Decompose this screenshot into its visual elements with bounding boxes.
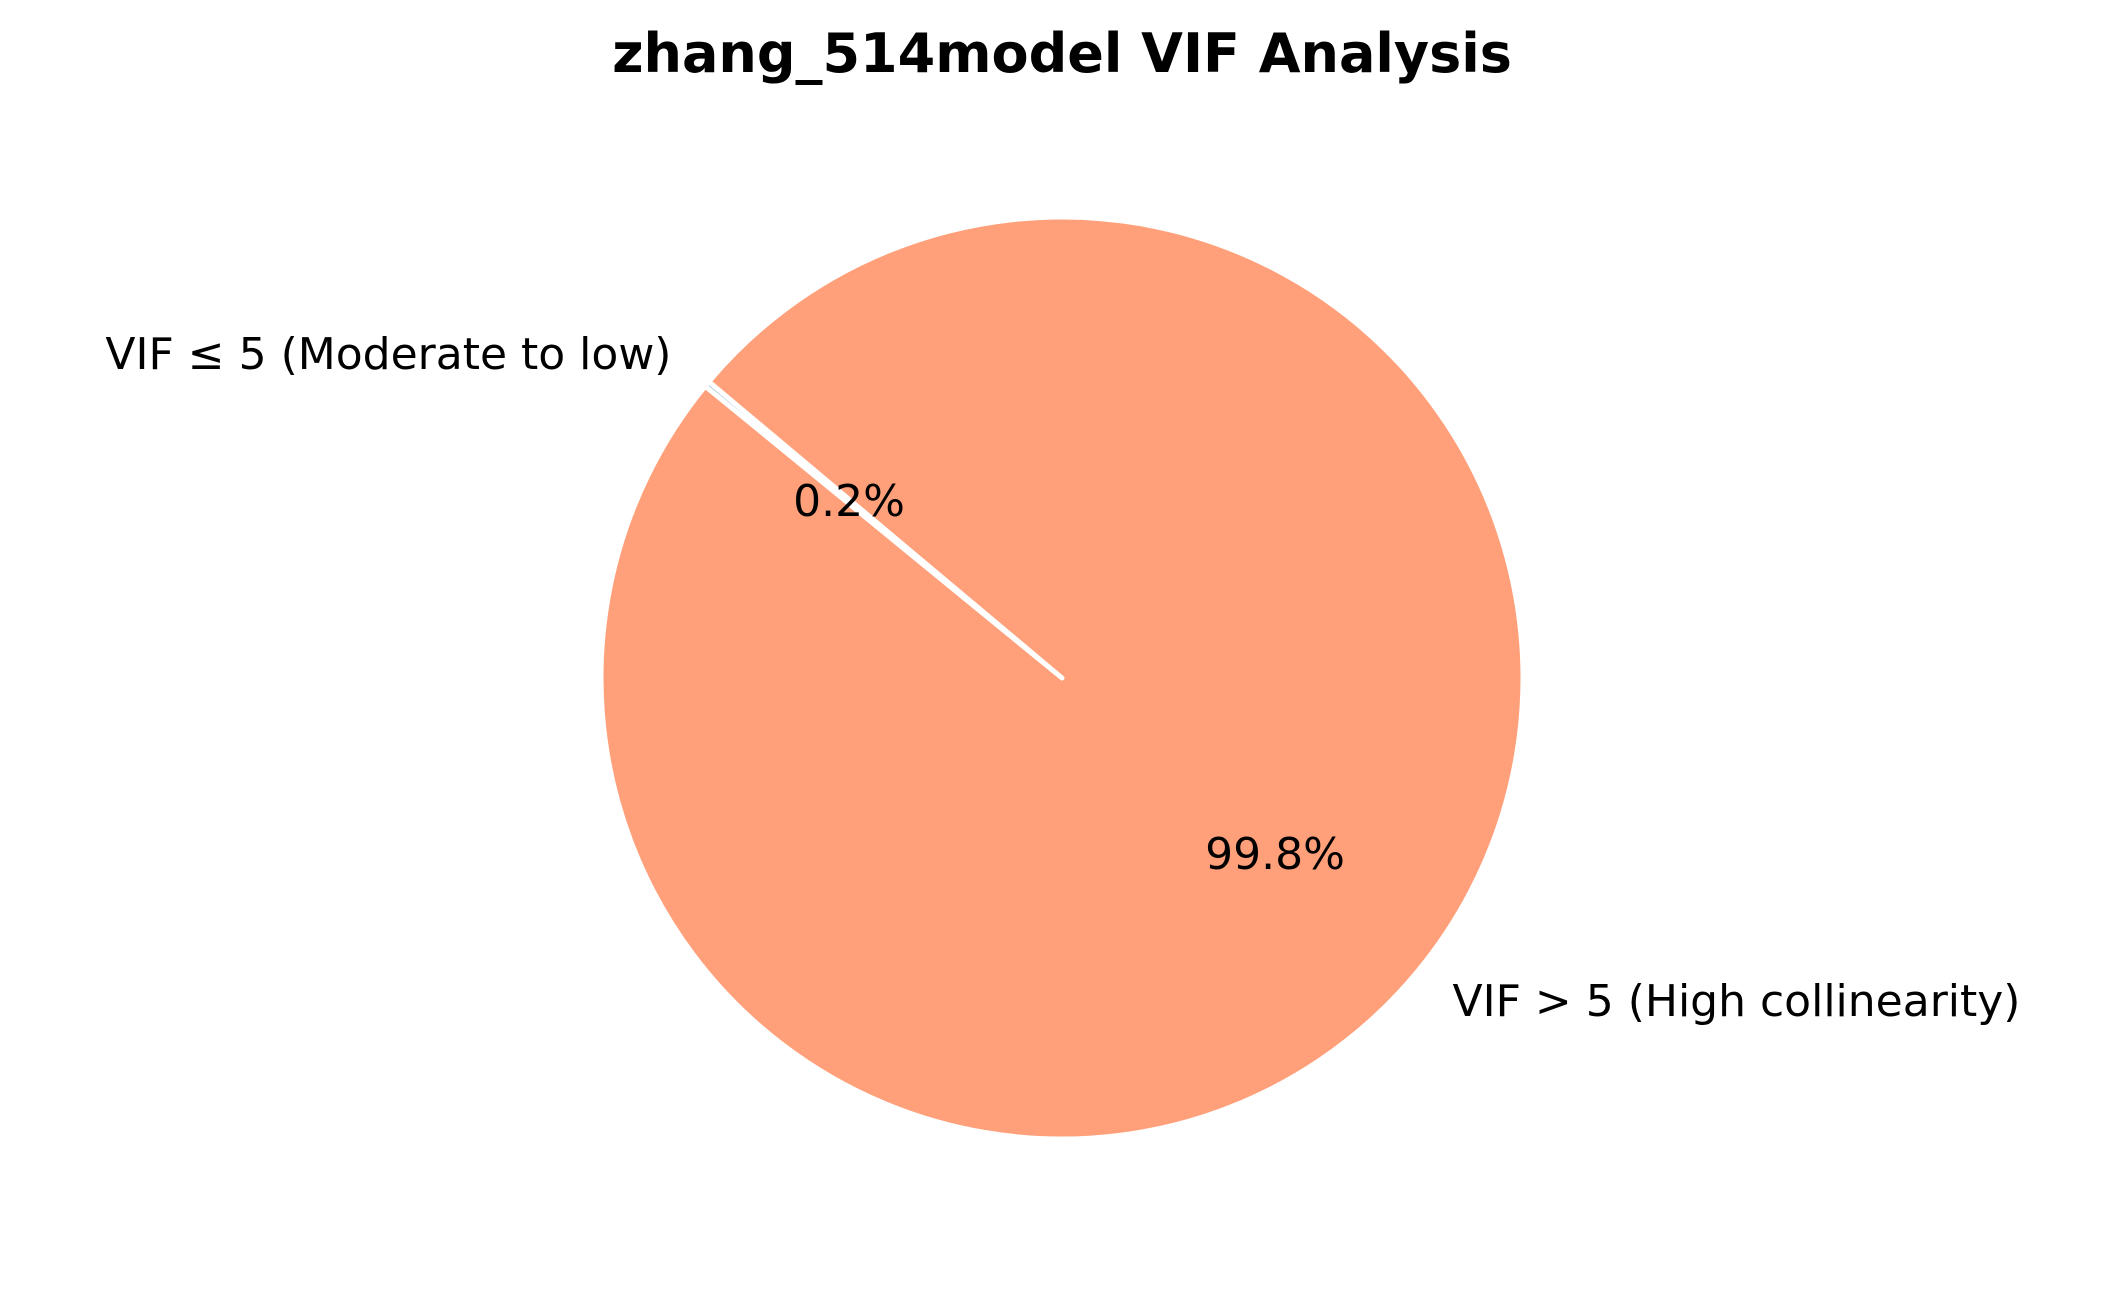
slice-label-0: VIF ≤ 5 (Moderate to low) bbox=[105, 329, 671, 380]
slice-percent-label-1: 99.8% bbox=[1205, 829, 1345, 880]
chart-title: zhang_514model VIF Analysis bbox=[612, 22, 1512, 85]
slice-percent-label-0: 0.2% bbox=[793, 476, 905, 527]
pie-slices bbox=[598, 214, 1526, 1142]
pie-labels: VIF ≤ 5 (Moderate to low) 0.2% VIF > 5 (Hi… bbox=[105, 329, 2020, 1027]
pie-slice-1 bbox=[598, 214, 1526, 1142]
slice-label-1: VIF > 5 (High collinearity) bbox=[1453, 976, 2021, 1027]
